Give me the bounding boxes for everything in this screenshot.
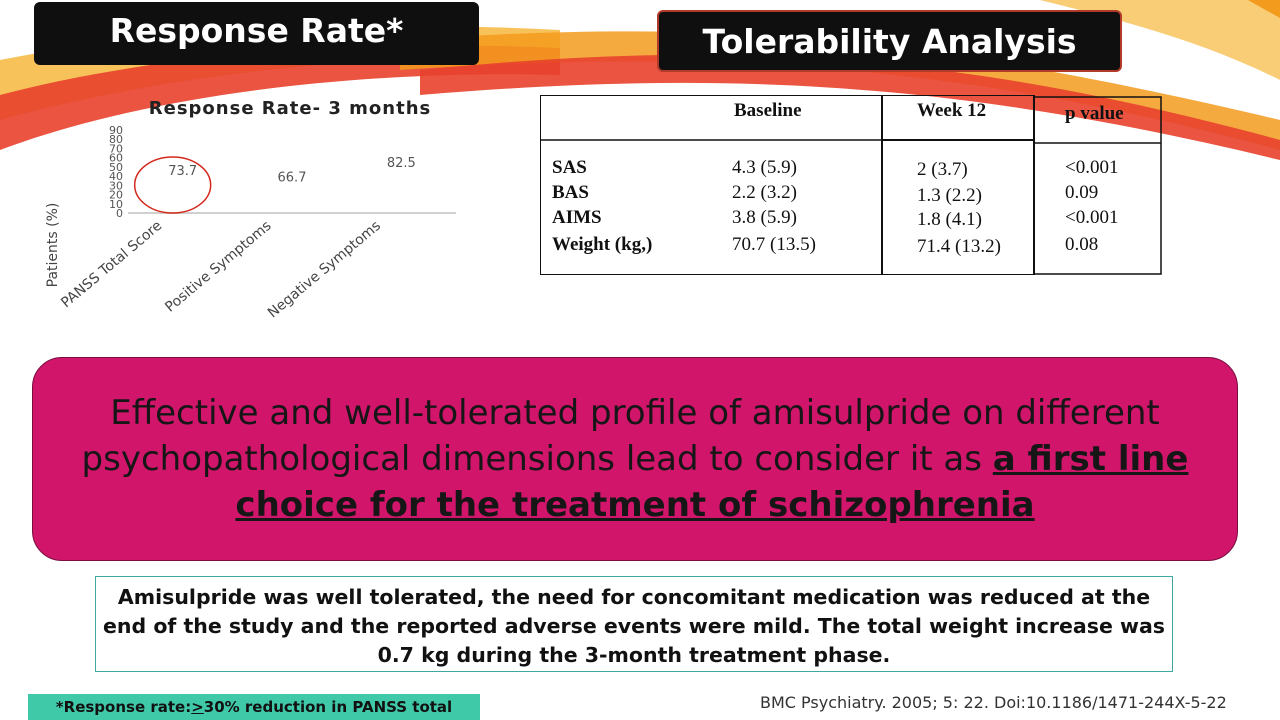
y-tick-label: 80: [109, 133, 123, 146]
data-label: 82.5: [387, 156, 416, 171]
conclusion-plain: Effective and well-tolerated profile of …: [81, 393, 1160, 479]
response-rate-footnote: *Response rate: >30% reduction in PANSS …: [28, 694, 480, 720]
p-value-cell: 0.09: [1065, 182, 1099, 203]
row-label: BAS: [552, 182, 589, 203]
y-tick-label: 0: [116, 207, 123, 220]
p-value-cell: <0.001: [1065, 157, 1119, 178]
baseline-cell: 3.8 (5.9): [732, 207, 797, 228]
data-label: 66.7: [278, 170, 307, 185]
tolerability-table: Baseline Week 12 p value SAS 4.3 (5.9) 2…: [540, 95, 1162, 275]
p-value-cell: <0.001: [1065, 207, 1119, 228]
y-tick-label: 90: [109, 124, 123, 137]
y-tick-label: 60: [109, 152, 123, 165]
y-tick-label: 50: [109, 161, 123, 174]
tolerability-title: Tolerability Analysis: [657, 10, 1122, 72]
y-tick-label: 30: [109, 179, 123, 192]
footnote-symbol: >: [191, 698, 204, 716]
x-tick-label: Negative Symptoms: [265, 218, 384, 322]
response-rate-chart: Response Rate- 3 months Patients (%) 01020…: [45, 98, 456, 322]
week12-cell: 1.8 (4.1): [917, 209, 982, 230]
conclusion-emphasis: a first line choice for the treatment of…: [235, 439, 1189, 525]
row-label: SAS: [552, 157, 587, 178]
y-tick-label: 10: [109, 198, 123, 211]
week12-cell: 1.3 (2.2): [917, 185, 982, 206]
y-axis-label: Patients (%): [45, 203, 61, 288]
baseline-cell: 2.2 (3.2): [732, 182, 797, 203]
conclusion-banner: Effective and well-tolerated profile of …: [32, 357, 1238, 561]
x-tick-label: Positive Symptoms: [162, 218, 274, 316]
header-p-value: p value: [1065, 103, 1124, 124]
baseline-cell: 4.3 (5.9): [732, 157, 797, 178]
conclusion-text: Effective and well-tolerated profile of …: [63, 390, 1207, 528]
response-rate-title: Response Rate*: [34, 2, 479, 65]
table-grid: [540, 95, 1162, 275]
p-value-cell: 0.08: [1065, 234, 1099, 255]
highlight-ellipse: [133, 156, 212, 214]
week12-cell: 71.4 (13.2): [917, 236, 1001, 257]
footnote-suffix: 30% reduction in PANSS total: [203, 698, 453, 716]
footnote-prefix: *Response rate:: [55, 698, 192, 716]
tolerability-note: Amisulpride was well tolerated, the need…: [95, 576, 1173, 672]
row-label: AIMS: [552, 207, 602, 228]
y-tick-label: 40: [109, 170, 123, 183]
data-label: 73.7: [168, 164, 197, 179]
row-label: Weight (kg,): [552, 234, 653, 255]
week12-cell: 2 (3.7): [917, 159, 968, 180]
y-tick-label: 70: [109, 142, 123, 155]
chart-title: Response Rate- 3 months: [149, 98, 431, 119]
header-week12: Week 12: [917, 100, 987, 121]
baseline-cell: 70.7 (13.5): [732, 234, 816, 255]
x-tick-label: PANSS Total Score: [58, 218, 165, 311]
y-tick-label: 20: [109, 189, 123, 202]
header-baseline: Baseline: [734, 100, 802, 121]
citation: BMC Psychiatry. 2005; 5: 22. Doi:10.1186…: [760, 693, 1227, 712]
